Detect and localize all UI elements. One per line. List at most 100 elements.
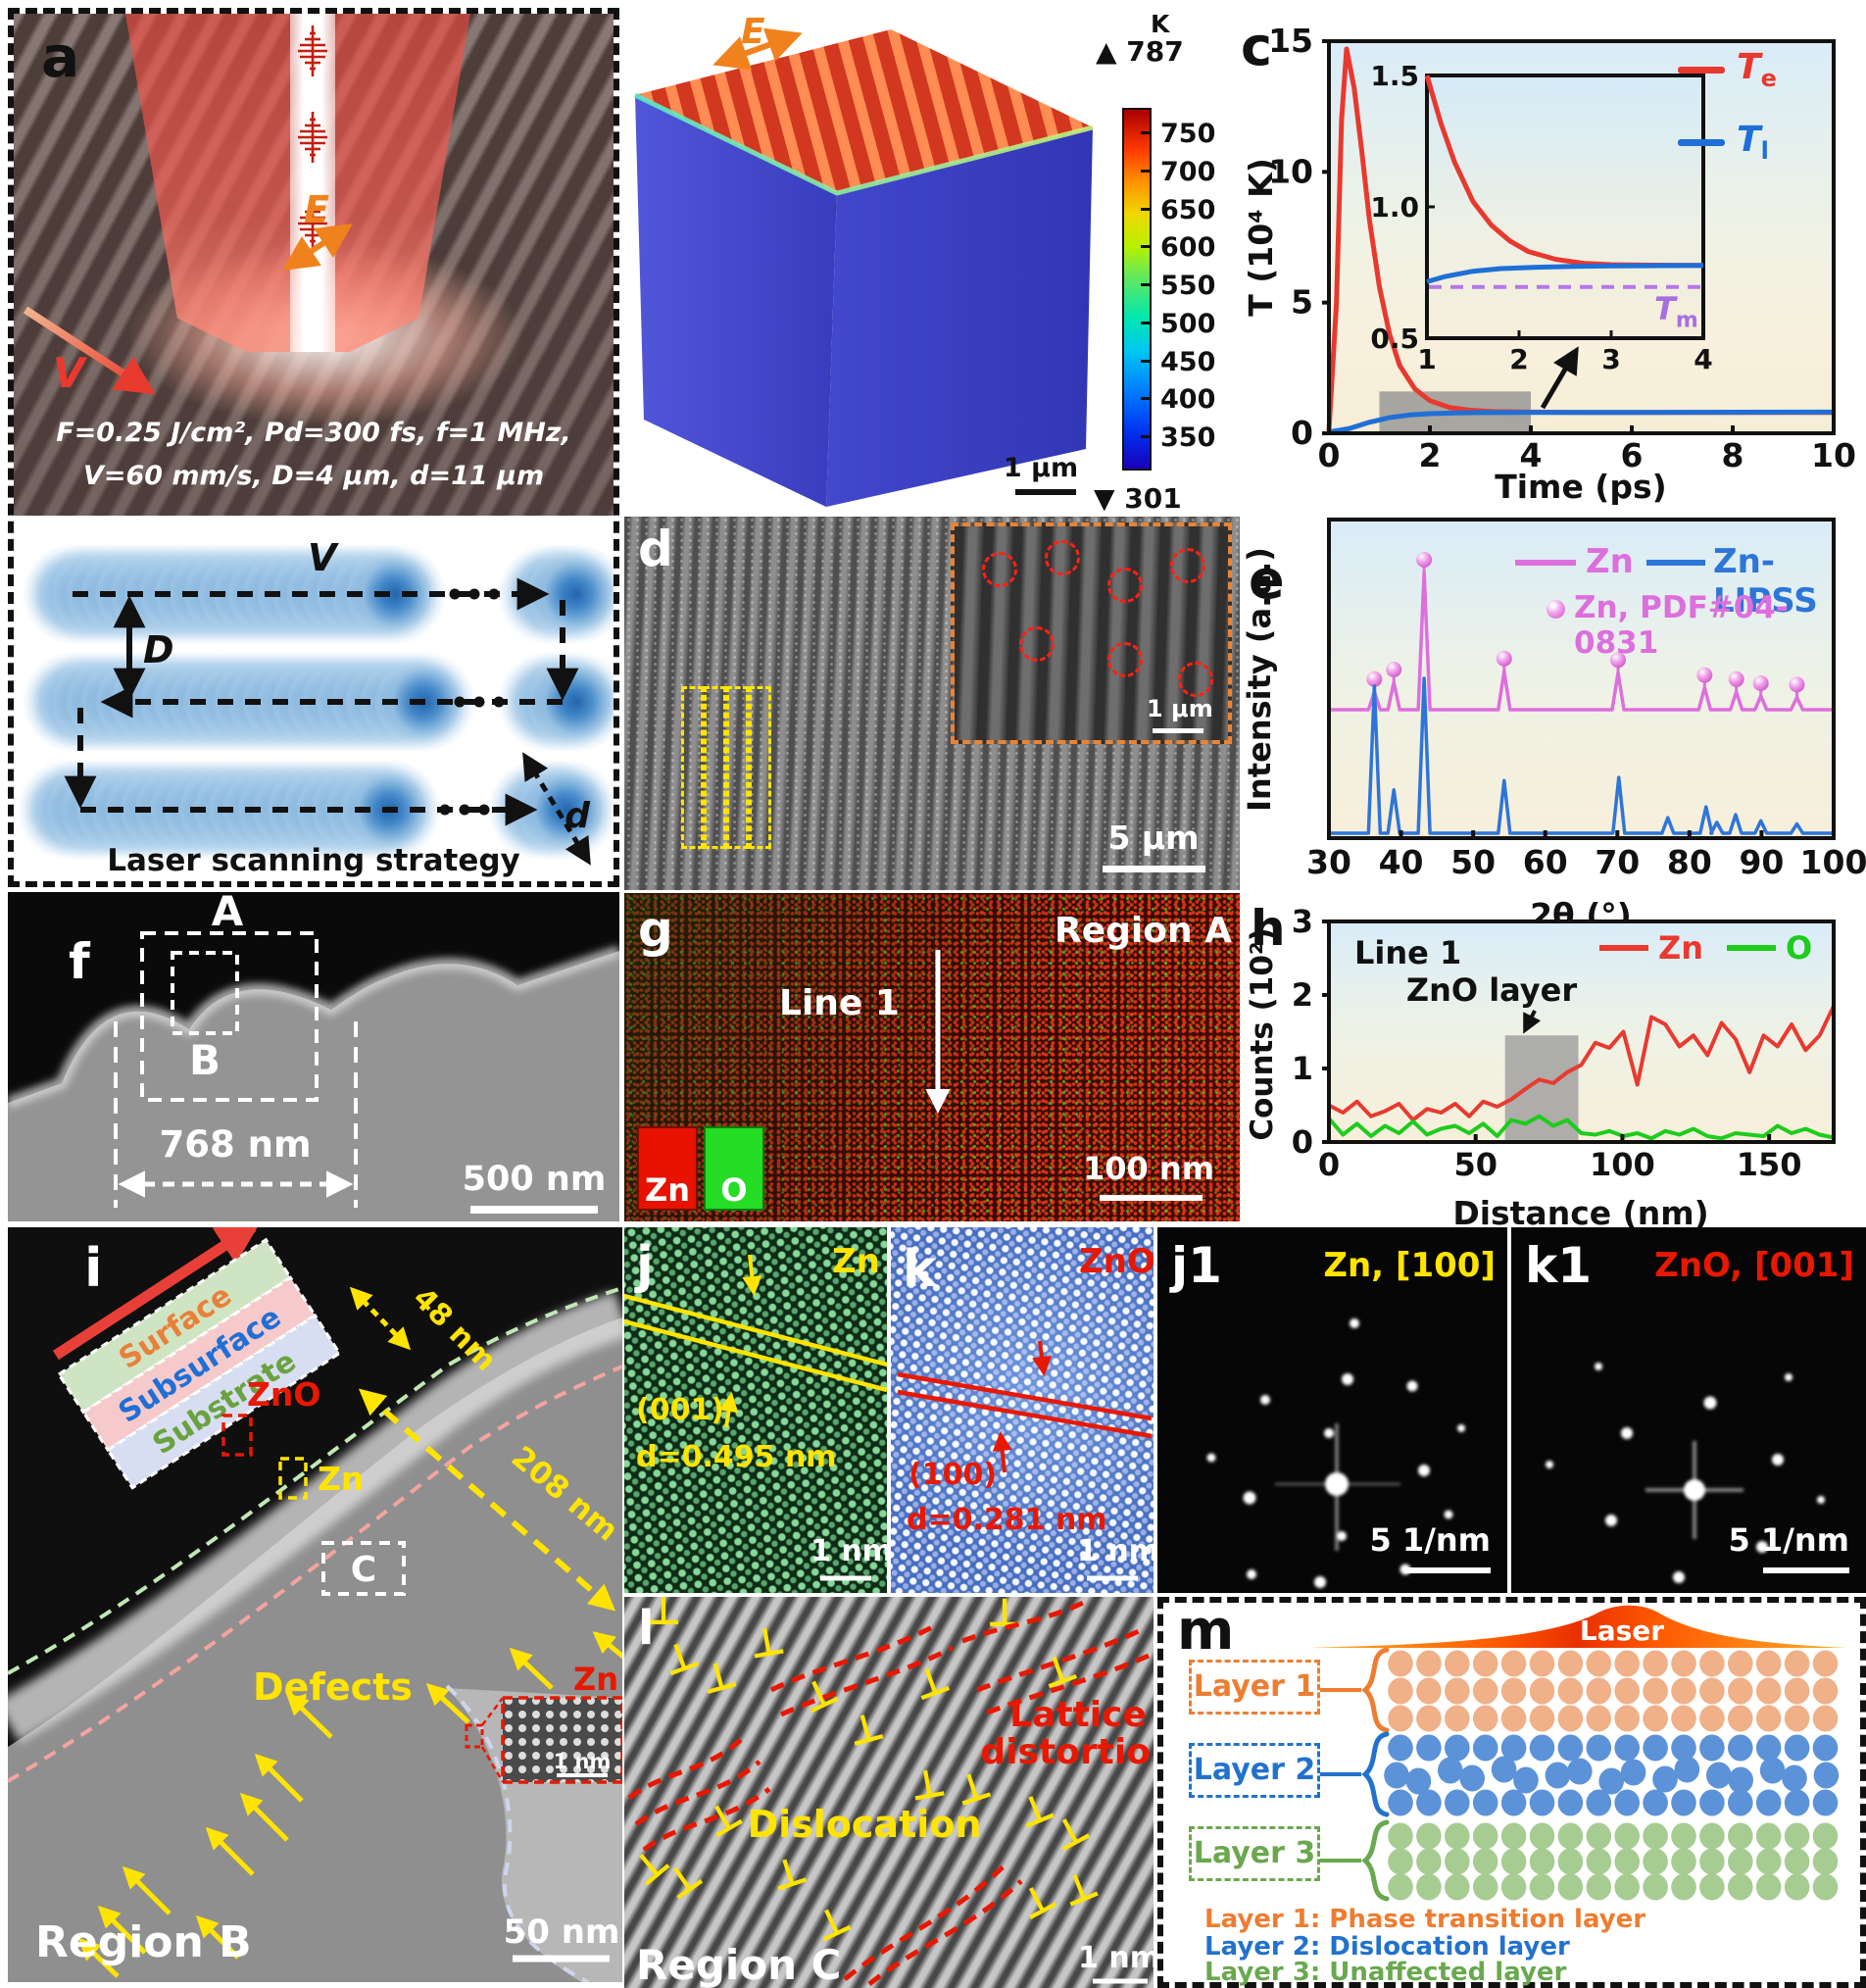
layer3-atom [1784, 1822, 1810, 1850]
laser-scanning-diagram: V D d Laser scanning strategy [17, 536, 614, 878]
panel-d-inset: 1 μm [951, 522, 1232, 744]
h-line1-label: Line 1 [1354, 934, 1461, 971]
h-xlabel: Distance (nm) [1452, 1194, 1708, 1232]
nanopore-circle [982, 552, 1017, 587]
layer2-atom [1755, 1734, 1782, 1762]
colorbar-min: ▼ 301 [1094, 482, 1182, 515]
panel-a-label: a [41, 24, 80, 90]
pdf-sphere-marker [1610, 652, 1627, 669]
scan-caption: Laser scanning strategy [107, 843, 520, 878]
zn-label: Zn [318, 1460, 364, 1498]
c-legend-te: Te [1678, 47, 1777, 92]
colorbar-tick-label: 550 [1160, 271, 1216, 301]
layer3-caption: Layer 3: Unaffected layer [1204, 1958, 1567, 1987]
layer1-atom [1728, 1677, 1753, 1705]
panel-b-scalebar-label: 1 μm [1003, 453, 1079, 483]
panel-b-scalebar [1015, 489, 1076, 495]
layer1-atom [1445, 1705, 1470, 1732]
layer2-atom [1445, 1789, 1470, 1816]
layer3-atom [1586, 1848, 1612, 1875]
layer1-atom [1671, 1705, 1696, 1732]
fft-spots [1206, 1318, 1465, 1588]
panel-m-label: m [1177, 1599, 1235, 1663]
e-xtick-label: 30 [1306, 843, 1351, 881]
plane-arrow-icon [742, 1254, 762, 1296]
layer2-atom [1782, 1764, 1807, 1792]
layer3-atom [1755, 1873, 1782, 1901]
pulse-icon [298, 112, 327, 163]
layer1-tag: Layer 1 [1189, 1660, 1320, 1715]
layer3-atom [1388, 1822, 1413, 1850]
nanopore-circle [1019, 626, 1055, 662]
layer3-atom [1500, 1848, 1527, 1875]
panel-f-label: f [69, 933, 91, 990]
layer3-atom [1812, 1848, 1839, 1875]
inset-connector [480, 1746, 505, 1783]
panel-h-chart: 0 1 2 3 0 50 100 150 Line 1 Zn O ZnO layer Coun… [1245, 903, 1836, 1232]
plot-frame [1327, 919, 1836, 1144]
region-c-box [321, 1541, 406, 1596]
layer3-atom [1557, 1822, 1584, 1850]
inset-connector [481, 1697, 504, 1726]
colorbar-tick-mark [1141, 245, 1152, 249]
tl-sub: l [1760, 137, 1769, 166]
layer1-atom [1500, 1650, 1527, 1677]
colorbar-tick-mark [1141, 169, 1152, 173]
e-field-arrow-icon [712, 27, 803, 71]
scalebar-label: 1 nm [1078, 1941, 1154, 1975]
layer2-atom [1529, 1734, 1555, 1762]
panel-k-overlay: ZnO (100) d=0.281 nm 1 nm k [897, 1240, 1154, 1581]
scan-speed-label: V [53, 349, 85, 397]
plot-frame [1327, 39, 1836, 435]
te-sub: e [1760, 65, 1777, 93]
layer1-atom [1416, 1650, 1442, 1677]
c-xlabel: Time (ps) [1495, 468, 1667, 506]
c-legend-tl: Tl [1678, 120, 1769, 165]
layer2-atom [1529, 1789, 1555, 1816]
layer3-atom [1614, 1822, 1640, 1850]
line1-label: Line 1 [779, 983, 900, 1023]
inset-ytick-label: 0.5 [1370, 323, 1419, 355]
layer1-atom [1472, 1650, 1498, 1677]
layer1-atom [1416, 1677, 1442, 1705]
layer1-atom [1699, 1677, 1725, 1705]
dislocation-t-icon: ⊥ [646, 1597, 682, 1634]
nanopore-circle [1170, 548, 1205, 583]
xrd-trace-Zn-LIPSS [1329, 676, 1834, 835]
panel-g-scalebar-label: 100 nm [1082, 1150, 1215, 1187]
inset-zn-label: Zn [573, 1661, 618, 1698]
laser-beam [290, 14, 335, 352]
scalebar-label: 1 nm [810, 1534, 887, 1568]
material-label: ZnO [1079, 1242, 1154, 1281]
layer1-atom [1445, 1650, 1470, 1677]
layer2-atom [1759, 1757, 1786, 1784]
panel-i-label: i [84, 1237, 103, 1299]
material-label: Zn [832, 1242, 880, 1281]
layer1-atom [1388, 1650, 1413, 1677]
cube-left-face [635, 95, 837, 507]
zn-map-legend: Zn [637, 1126, 698, 1211]
c-tm-label: Tm [1654, 290, 1698, 332]
layer1-atom [1643, 1650, 1668, 1677]
inset-xtick-label: 1 [1417, 343, 1436, 375]
layer2-atom [1491, 1756, 1517, 1783]
layer1-atom [1699, 1650, 1725, 1677]
panel-m: Laser m Layer 1 Layer 2 Layer 3 Layer 1:… [1157, 1597, 1866, 1988]
spot-diameter-arrow-icon [522, 752, 591, 866]
dislocation-t-icon: ⊥ [1056, 1862, 1105, 1916]
layer3-atom [1529, 1848, 1555, 1875]
dislocation-t-icon: ⊥ [764, 1847, 812, 1901]
zno-roi-box [221, 1414, 253, 1457]
layer3-atom [1416, 1848, 1442, 1875]
plot-background [1329, 921, 1834, 1142]
layer3-atom [1812, 1873, 1839, 1901]
layer1-atom [1557, 1677, 1584, 1705]
line1-arrow-icon [925, 950, 951, 1114]
layer2-brace [1361, 1731, 1390, 1817]
colorbar-ticks: 750 700 650 600 550 500 450 400 350 [1078, 8, 1254, 513]
h-ytick-label: 2 [1292, 976, 1313, 1014]
layer3-atom [1671, 1822, 1696, 1850]
h-ytick-label: 0 [1292, 1123, 1313, 1161]
layer2-atom [1513, 1766, 1539, 1794]
layer1-atom [1586, 1650, 1612, 1677]
